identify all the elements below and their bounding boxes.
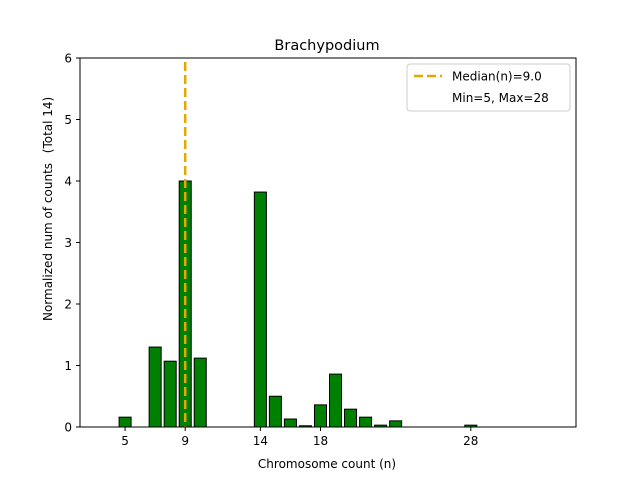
bar-n16 xyxy=(283,418,297,428)
y-tick-label: 3 xyxy=(64,236,72,250)
y-axis-ticks: 0 1 2 3 4 5 6 xyxy=(64,52,80,435)
x-axis-ticks: 5 9 14 18 28 xyxy=(121,427,478,448)
legend-box xyxy=(406,63,571,112)
x-tick-label: 28 xyxy=(463,434,478,448)
bar-n15 xyxy=(268,395,282,428)
y-tick-label: 2 xyxy=(64,298,72,312)
bar-n23 xyxy=(389,420,403,428)
y-tick-label: 6 xyxy=(64,52,72,66)
y-axis-label: Normalized num of counts xyxy=(41,163,55,321)
x-tick-label: 9 xyxy=(181,434,189,448)
y-tick-label: 0 xyxy=(64,421,72,435)
legend: Median(n)=9.0 Min=5, Max=28 xyxy=(406,63,571,112)
bar-n14 xyxy=(253,191,267,428)
bar-n19 xyxy=(329,373,343,428)
chart-title: Brachypodium xyxy=(274,38,379,54)
x-tick-label: 18 xyxy=(313,434,328,448)
y-tick-label: 1 xyxy=(64,359,72,373)
x-tick-label: 14 xyxy=(253,434,268,448)
y-tick-label: 5 xyxy=(64,113,72,127)
bar-n21 xyxy=(359,416,373,428)
bar-n8 xyxy=(163,360,177,428)
y-tick-label: 4 xyxy=(64,175,72,189)
y-axis-label-total: (Total 14) xyxy=(41,97,55,153)
bars-group xyxy=(118,180,478,428)
bar-n5 xyxy=(118,416,132,428)
bar-n7 xyxy=(148,346,162,428)
x-axis-label: Chromosome count (n) xyxy=(258,457,396,471)
x-tick-label: 5 xyxy=(121,434,129,448)
legend-median-label: Median(n)=9.0 xyxy=(452,70,542,84)
bar-n10 xyxy=(193,357,207,428)
bar-n20 xyxy=(344,408,358,428)
legend-range-label: Min=5, Max=28 xyxy=(452,91,549,105)
bar-n18 xyxy=(313,404,327,428)
